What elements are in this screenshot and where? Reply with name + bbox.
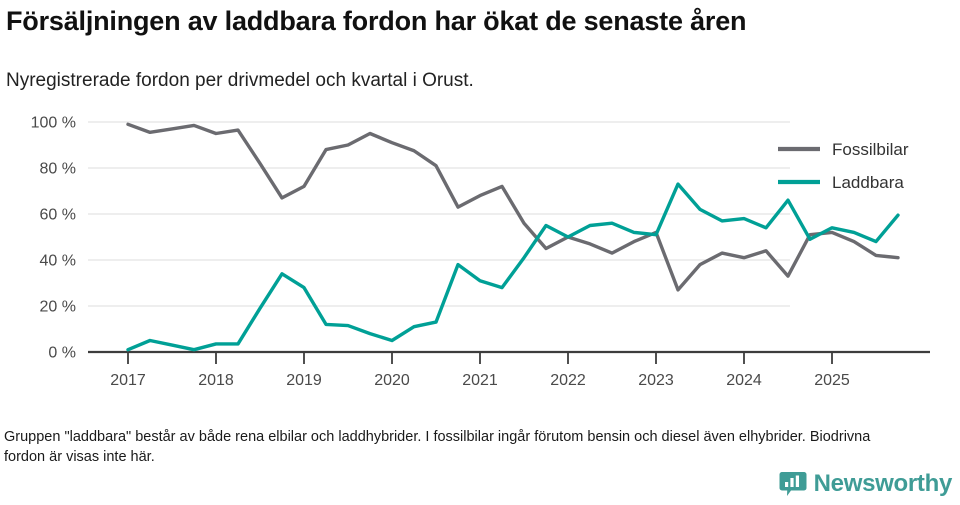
x-axis-tick-label: 2023 [638, 372, 674, 389]
legend-label-fossilbilar: Fossilbilar [832, 140, 909, 159]
y-axis-tick-label: 60 % [40, 207, 76, 224]
chart-footnote: Gruppen "laddbara" består av både rena e… [4, 429, 871, 465]
y-axis-tick-label: 100 % [31, 115, 76, 132]
chart-area: 0 % 20 % 40 % 60 % 80 % 100 % 2017 2018 2019 202… [0, 105, 960, 405]
y-axis-tick-label: 20 % [40, 299, 76, 316]
chart-subtitle: Nyregistrerade fordon per drivmedel och … [6, 70, 474, 91]
x-axis-tick-label: 2017 [110, 372, 146, 389]
x-axis-tick-label: 2024 [726, 372, 762, 389]
bar-chart-bubble-icon [779, 470, 807, 498]
x-axis-tick-label: 2018 [198, 372, 234, 389]
logo-wordmark: Newsworthy [813, 470, 953, 497]
y-axis-tick-label: 80 % [40, 161, 76, 178]
x-axis-tick-label: 2020 [374, 372, 410, 389]
x-axis-tick-labels: 2017 2018 2019 2020 2021 2022 2023 2024 2025 [110, 372, 850, 389]
page-title: Försäljningen av laddbara fordon har öka… [6, 6, 747, 36]
x-axis-tick-label: 2022 [550, 372, 586, 389]
x-axis-ticks [127, 352, 833, 364]
newsworthy-logo: Newsworthy [779, 470, 952, 498]
legend-label-laddbara: Laddbara [832, 173, 904, 192]
y-axis-tick-label: 0 % [48, 345, 76, 362]
line-chart: 0 % 20 % 40 % 60 % 80 % 100 % 2017 2018 2019 202… [31, 115, 930, 389]
y-axis-tick-label: 40 % [40, 253, 76, 270]
x-axis-tick-label: 2019 [286, 372, 322, 389]
x-axis-tick-label: 2021 [462, 372, 498, 389]
y-axis-tick-labels: 0 % 20 % 40 % 60 % 80 % 100 % [31, 115, 76, 362]
gridlines [88, 121, 930, 354]
series-line-laddbara [126, 182, 900, 352]
series-line-fossilbilar [126, 122, 900, 292]
series-lines [126, 122, 900, 352]
x-axis-tick-label: 2025 [814, 372, 850, 389]
chart-legend: Fossilbilar Laddbara [778, 140, 909, 192]
